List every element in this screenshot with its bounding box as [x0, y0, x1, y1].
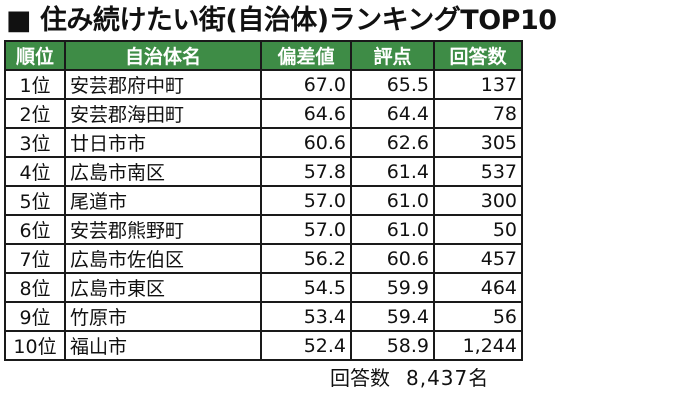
name-cell: 安芸郡府中町: [64, 69, 262, 100]
rank-cell: 1位: [4, 69, 66, 100]
deviation-cell: 52.4: [260, 330, 352, 361]
table-row: 10位 福山市 52.4 58.9 1,244: [4, 330, 523, 361]
responses-cell: 78: [433, 98, 523, 129]
rank-cell: 2位: [4, 98, 66, 129]
responses-cell: 300: [433, 185, 523, 216]
deviation-cell: 53.4: [260, 301, 352, 332]
table-row: 5位 尾道市 57.0 61.0 300: [4, 185, 523, 216]
responses-cell: 464: [433, 272, 523, 303]
name-cell: 広島市佐伯区: [64, 243, 262, 274]
name-cell: 広島市南区: [64, 156, 262, 187]
deviation-cell: 64.6: [260, 98, 352, 129]
deviation-cell: 57.0: [260, 185, 352, 216]
deviation-cell: 60.6: [260, 127, 352, 158]
rank-cell: 8位: [4, 272, 66, 303]
rank-cell: 3位: [4, 127, 66, 158]
header-score: 評点: [350, 40, 435, 71]
deviation-cell: 56.2: [260, 243, 352, 274]
name-cell: 広島市東区: [64, 272, 262, 303]
name-cell: 廿日市市: [64, 127, 262, 158]
deviation-cell: 54.5: [260, 272, 352, 303]
score-cell: 60.6: [350, 243, 435, 274]
score-cell: 59.4: [350, 301, 435, 332]
rank-cell: 7位: [4, 243, 66, 274]
score-cell: 61.0: [350, 214, 435, 245]
ranking-table: 順位 自治体名 偏差値 評点 回答数 1位 安芸郡府中町 67.0 65.5 1…: [4, 40, 523, 361]
rank-cell: 5位: [4, 185, 66, 216]
header-rank: 順位: [4, 40, 66, 71]
page-title: ■ 住み続けたい街(自治体)ランキングTOP10: [6, 5, 557, 36]
rank-cell: 6位: [4, 214, 66, 245]
table-row: 6位 安芸郡熊野町 57.0 61.0 50: [4, 214, 523, 245]
table-row: 7位 広島市佐伯区 56.2 60.6 457: [4, 243, 523, 274]
name-cell: 福山市: [64, 330, 262, 361]
table-row: 8位 広島市東区 54.5 59.9 464: [4, 272, 523, 303]
total-value: 8,437名: [406, 366, 490, 390]
score-cell: 61.0: [350, 185, 435, 216]
name-cell: 竹原市: [64, 301, 262, 332]
header-deviation: 偏差値: [260, 40, 352, 71]
rank-cell: 10位: [4, 330, 66, 361]
score-cell: 58.9: [350, 330, 435, 361]
rank-cell: 9位: [4, 301, 66, 332]
responses-cell: 1,244: [433, 330, 523, 361]
deviation-cell: 57.0: [260, 214, 352, 245]
total-responses: 回答数 8,437名: [330, 362, 489, 391]
rank-cell: 4位: [4, 156, 66, 187]
score-cell: 61.4: [350, 156, 435, 187]
table-header-row: 順位 自治体名 偏差値 評点 回答数: [4, 40, 523, 71]
table-row: 1位 安芸郡府中町 67.0 65.5 137: [4, 69, 523, 100]
header-responses: 回答数: [433, 40, 523, 71]
responses-cell: 457: [433, 243, 523, 274]
score-cell: 59.9: [350, 272, 435, 303]
score-cell: 64.4: [350, 98, 435, 129]
table-row: 3位 廿日市市 60.6 62.6 305: [4, 127, 523, 158]
table-row: 2位 安芸郡海田町 64.6 64.4 78: [4, 98, 523, 129]
responses-cell: 56: [433, 301, 523, 332]
score-cell: 65.5: [350, 69, 435, 100]
header-name: 自治体名: [64, 40, 262, 71]
responses-cell: 50: [433, 214, 523, 245]
responses-cell: 137: [433, 69, 523, 100]
table-row: 4位 広島市南区 57.8 61.4 537: [4, 156, 523, 187]
responses-cell: 305: [433, 127, 523, 158]
table-row: 9位 竹原市 53.4 59.4 56: [4, 301, 523, 332]
name-cell: 安芸郡熊野町: [64, 214, 262, 245]
responses-cell: 537: [433, 156, 523, 187]
name-cell: 安芸郡海田町: [64, 98, 262, 129]
total-label: 回答数: [330, 366, 390, 390]
deviation-cell: 67.0: [260, 69, 352, 100]
score-cell: 62.6: [350, 127, 435, 158]
deviation-cell: 57.8: [260, 156, 352, 187]
name-cell: 尾道市: [64, 185, 262, 216]
